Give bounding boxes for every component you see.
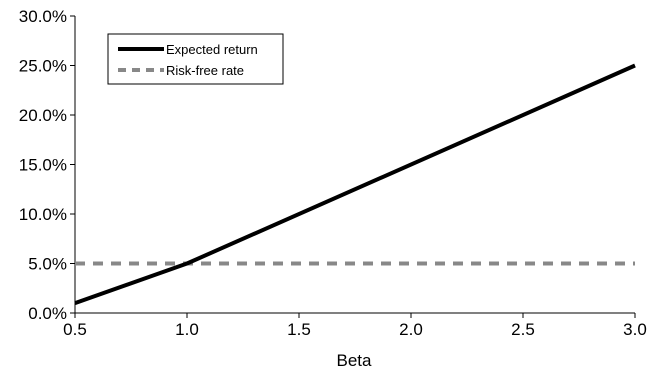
- legend: Expected return Risk-free rate: [107, 33, 284, 85]
- y-tick-label: 20.0%: [19, 106, 67, 125]
- legend-label-expected-return: Expected return: [166, 42, 258, 57]
- x-tick-label: 1.5: [287, 320, 311, 339]
- legend-label-risk-free-rate: Risk-free rate: [166, 63, 244, 78]
- x-tick-label: 3.0: [623, 320, 647, 339]
- y-tick-label: 0.0%: [28, 304, 67, 323]
- x-tick-label: 2.5: [511, 320, 535, 339]
- y-tick-label: 15.0%: [19, 156, 67, 175]
- x-tick-label: 1.0: [175, 320, 199, 339]
- x-axis-title: Beta: [337, 351, 373, 370]
- x-tick-label: 2.0: [399, 320, 423, 339]
- legend-box: [107, 33, 284, 85]
- y-tick-label: 30.0%: [19, 7, 67, 26]
- y-tick-label: 5.0%: [28, 255, 67, 274]
- series-layer: [74, 63, 636, 305]
- series-line-expected-return: [74, 63, 636, 305]
- y-tick-label: 25.0%: [19, 57, 67, 76]
- tick-labels: 0.0% 5.0% 10.0% 15.0% 20.0% 25.0% 30.0% 0.5 1.0 1…: [19, 7, 647, 339]
- y-tick-label: 10.0%: [19, 205, 67, 224]
- x-tick-label: 0.5: [63, 320, 87, 339]
